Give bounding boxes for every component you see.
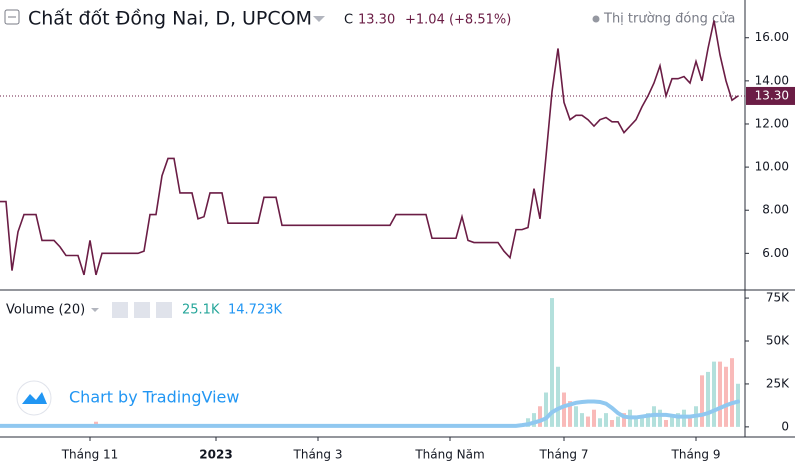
x-tick-label: 2023: [199, 448, 232, 462]
symbol-icon[interactable]: [4, 9, 20, 25]
volume-title: Volume (20): [6, 303, 85, 318]
volume-bar: [634, 418, 638, 427]
volume-bar: [730, 358, 734, 427]
y-tick-label: 50K: [766, 334, 790, 348]
x-tick-label: Tháng 9: [671, 448, 721, 462]
price-tag-label: 13.30: [755, 88, 789, 102]
volume-bar: [550, 298, 554, 427]
x-tick-label: Tháng Năm: [414, 448, 484, 462]
price-line: [0, 20, 739, 276]
watermark[interactable]: Chart by TradingView: [16, 380, 239, 416]
volume-bar: [736, 383, 740, 427]
y-tick-label: 14.00: [755, 73, 789, 87]
volume-bar: [712, 361, 716, 427]
volume-bar: [658, 409, 662, 427]
y-tick-label: 10.00: [755, 160, 789, 174]
y-tick-label: 6.00: [762, 246, 789, 260]
y-tick-label: 16.00: [755, 30, 789, 44]
hide-icon[interactable]: [112, 302, 128, 318]
x-tick-label: Tháng 7: [539, 448, 589, 462]
volume-bar: [544, 392, 548, 427]
watermark-text: Chart by TradingView: [69, 388, 239, 407]
volume-ma-line: [0, 399, 740, 428]
x-tick-label: Tháng 3: [293, 448, 343, 462]
volume-bar: [676, 413, 680, 427]
market-status: Thị trường đóng cửa: [603, 12, 735, 27]
dropdown[interactable]: [91, 308, 99, 312]
volume-bar: [604, 413, 608, 427]
volume-bar: [574, 406, 578, 427]
close-prefix: C: [344, 13, 353, 28]
volume-bar: [616, 416, 620, 427]
y-tick-label: 25K: [766, 376, 790, 390]
price-tag: [746, 86, 795, 105]
volume-bar: [724, 366, 728, 427]
volume-bar: [700, 375, 704, 427]
y-tick-label: 0: [781, 419, 789, 433]
volume-bar: [532, 413, 536, 427]
volume-bar: [610, 419, 614, 427]
volume-bar: [664, 419, 668, 427]
y-tick-label: 75K: [766, 291, 790, 305]
volume-bar: [640, 416, 644, 427]
status-dot: [592, 15, 600, 23]
settings-icon[interactable]: [134, 302, 150, 318]
volume-bar: [670, 416, 674, 427]
volume-bar: [556, 366, 560, 427]
close-value: 13.30: [358, 13, 395, 28]
dropdown[interactable]: [313, 16, 325, 22]
volume-bar: [598, 418, 602, 427]
ma-value: 14.723K: [228, 303, 282, 318]
y-tick-label: 8.00: [762, 203, 789, 217]
volume-bar: [538, 406, 542, 427]
volume-bar: [646, 413, 650, 427]
volume-bar: [718, 361, 722, 427]
y-tick-label: 12.00: [755, 116, 789, 130]
volume-bar: [622, 413, 626, 427]
volume-bar: [580, 413, 584, 427]
volume-bar: [706, 371, 710, 427]
volume-bar: [568, 401, 572, 427]
change: +1.04 (+8.51%): [405, 13, 511, 28]
volume-bar: [688, 418, 692, 427]
volume-bar: [586, 416, 590, 427]
x-tick-label: Tháng 11: [61, 448, 119, 462]
volume-bar: [592, 409, 596, 427]
chart-title: Chất đốt Đồng Nai, D, UPCOM: [28, 8, 312, 30]
remove-icon[interactable]: [156, 302, 172, 318]
volume-value: 25.1K: [182, 303, 220, 318]
volume-bar: [562, 392, 566, 427]
logo: [22, 392, 47, 404]
